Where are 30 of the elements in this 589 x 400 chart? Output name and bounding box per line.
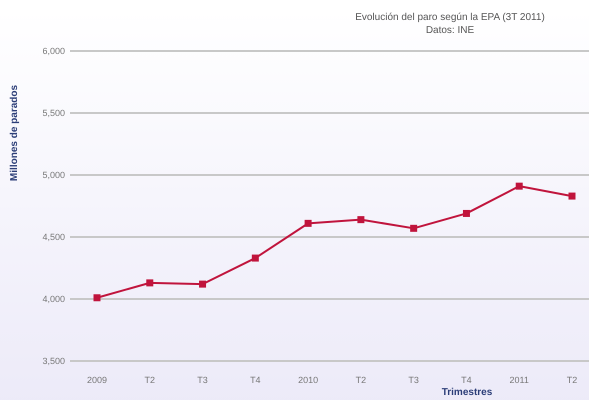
point <box>410 224 418 232</box>
y-tick-label: 4,500 <box>42 232 65 242</box>
point <box>94 294 100 302</box>
point <box>516 182 523 190</box>
y-tick-label: 5,000 <box>42 170 65 180</box>
x-tick-label: T2 <box>144 375 156 385</box>
x-tick-label: T3 <box>408 375 419 385</box>
x-tick-label: 2009 <box>86 375 108 385</box>
point <box>462 210 470 217</box>
x-tick-label: T4 <box>250 375 261 385</box>
point <box>199 280 206 288</box>
point <box>146 279 154 286</box>
y-tick-label: 3,500 <box>42 356 65 366</box>
point <box>357 216 364 224</box>
chart-subtitle: Datos: INE <box>426 25 474 36</box>
y-tick-label: 6,000 <box>42 46 65 56</box>
x-tick-label: T2 <box>566 375 578 385</box>
point <box>568 192 576 200</box>
point <box>252 254 259 262</box>
point <box>304 220 312 227</box>
x-axis-title: Trimestres <box>442 387 493 398</box>
x-tick-label: T3 <box>197 375 208 385</box>
x-tick-label: 2011 <box>510 375 529 385</box>
y-axis-title: Millones de parados <box>9 84 20 182</box>
x-tick-label: T2 <box>356 375 366 385</box>
x-tick-label: 2010 <box>298 375 318 385</box>
y-tick-label: 5,500 <box>42 108 65 118</box>
x-tick-label: T4 <box>461 375 472 385</box>
chart-title: Evolución del paro según la EPA (3T 2011) <box>355 12 545 23</box>
y-tick-label: 4,000 <box>42 294 65 304</box>
